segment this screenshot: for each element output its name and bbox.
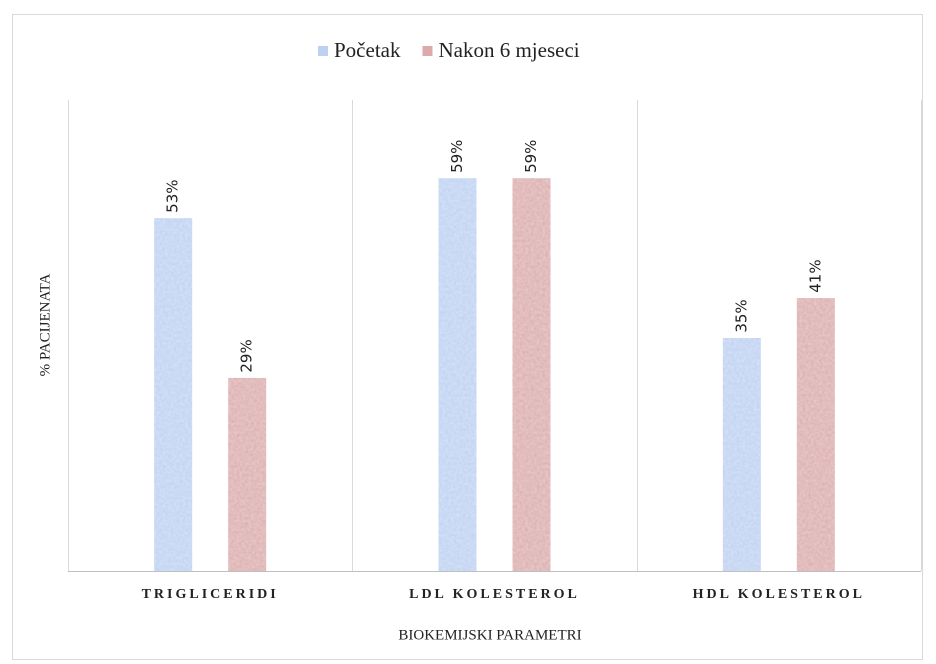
data-label: 35% [732, 299, 750, 332]
data-label: 41% [806, 259, 824, 292]
x-tick-label: TRIGLICERIDI [142, 587, 279, 602]
bar [154, 218, 193, 571]
y-axis-label: % PACIJENATA [37, 273, 53, 376]
legend-swatch [422, 46, 433, 56]
x-tick-label: HDL KOLESTEROL [693, 587, 865, 602]
x-axis-label: BIOKEMIJSKI PARAMETRI [398, 627, 581, 643]
data-label: 59% [522, 140, 540, 173]
legend-swatch [318, 46, 328, 56]
bar [796, 298, 835, 571]
data-label: 59% [448, 140, 466, 173]
legend-label: Nakon 6 mjeseci [438, 38, 579, 62]
bar [722, 338, 761, 571]
data-label: 53% [164, 179, 182, 212]
data-label: 29% [238, 339, 256, 372]
bar [512, 178, 551, 571]
bar [438, 178, 477, 571]
bar [228, 377, 267, 571]
legend-label: Početak [334, 38, 401, 62]
x-tick-label: LDL KOLESTEROL [409, 587, 580, 602]
